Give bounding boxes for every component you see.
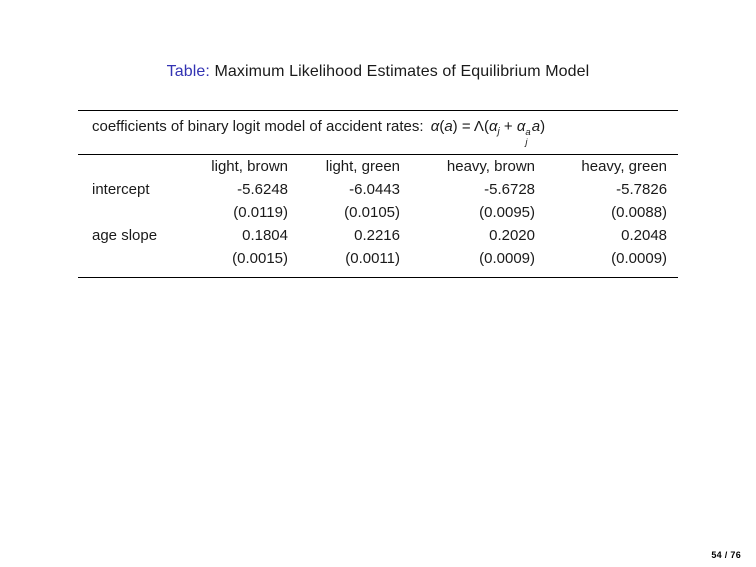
stderr-cell: (0.0011) — [288, 247, 400, 279]
stderr-cell: (0.0119) — [233, 204, 288, 222]
estimate-cell: -6.0443 — [349, 181, 400, 199]
col-header-light-green: light, green — [325, 158, 400, 176]
estimate-cell: 0.2216 — [354, 227, 400, 245]
row-label-empty — [78, 201, 190, 224]
stderr-cell: (0.0088) — [611, 204, 668, 222]
estimate-cell: 0.2048 — [621, 227, 668, 245]
estimate-cell: 0.1804 — [242, 227, 288, 245]
row-label-intercept: intercept — [92, 181, 150, 199]
col-header-light-brown: light, brown — [211, 158, 288, 176]
row-label-age-slope: age slope — [92, 227, 158, 245]
caption-text: coefficients of binary logit model of ac… — [92, 118, 424, 135]
stderr-cell: (0.0015) — [190, 247, 288, 279]
table-row-age-slope: age slope 0.1804 0.2216 0.2020 0.2048 — [78, 224, 678, 247]
estimate-cell: -5.6248 — [237, 181, 288, 199]
row-label-empty — [78, 247, 190, 279]
table-row-intercept: intercept -5.6248 -6.0443 -5.6728 -5.782… — [78, 178, 678, 201]
table-title: Table: Maximum Likelihood Estimates of E… — [0, 63, 756, 81]
stderr-cell: (0.0009) — [400, 247, 535, 279]
table-caption-cell: coefficients of binary logit model of ac… — [78, 109, 679, 156]
estimate-cell: 0.2020 — [489, 227, 535, 245]
table-caption-row: coefficients of binary logit model of ac… — [78, 109, 679, 156]
stderr-cell: (0.0095) — [479, 204, 535, 222]
accident-rate-formula: α(a) = Λ(αj + α a j a) — [430, 118, 546, 149]
column-header-row: light, brown light, green heavy, brown h… — [78, 155, 678, 179]
page-number: 54 / 76 — [711, 550, 741, 560]
table-row-intercept-se: (0.0119) (0.0105) (0.0095) (0.0088) — [78, 201, 678, 224]
table-title-label: Table: — [166, 63, 210, 80]
estimate-cell: -5.6728 — [484, 181, 535, 199]
estimate-cell: -5.7826 — [616, 181, 668, 199]
stderr-cell: (0.0009) — [535, 247, 679, 279]
estimates-table: coefficients of binary logit model of ac… — [78, 109, 679, 279]
table-title-text: Maximum Likelihood Estimates of Equilibr… — [214, 63, 590, 80]
empty-corner-cell — [78, 155, 190, 179]
stderr-cell: (0.0105) — [344, 204, 400, 222]
col-header-heavy-green: heavy, green — [581, 158, 668, 176]
col-header-heavy-brown: heavy, brown — [446, 158, 535, 176]
table-row-age-slope-se: (0.0015) (0.0011) (0.0009) (0.0009) — [78, 247, 679, 279]
